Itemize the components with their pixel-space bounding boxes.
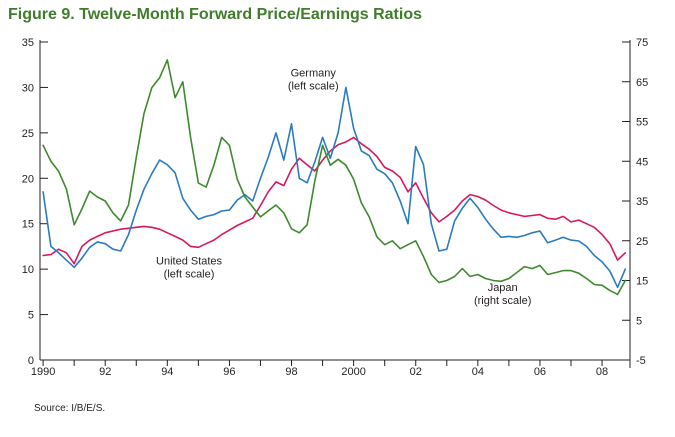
left-tick-label: 30 xyxy=(22,82,34,94)
x-tick-label: 94 xyxy=(161,366,173,378)
x-tick-label: 06 xyxy=(534,366,546,378)
left-tick-label: 15 xyxy=(22,219,34,231)
series-layer xyxy=(42,59,627,296)
right-tick-label: -5 xyxy=(636,355,646,367)
x-tick-label: 98 xyxy=(285,366,297,378)
axes: 0 5 10 15 20 25 30 35 -5 5 15 25 35 45 55 65 75 1990 92 94 9… xyxy=(22,37,649,378)
left-tick-label: 10 xyxy=(22,264,34,276)
right-tick-label: 35 xyxy=(636,196,648,208)
left-tick-label: 5 xyxy=(28,310,34,322)
x-tick-label: 2000 xyxy=(341,366,365,378)
right-tick-label: 55 xyxy=(636,117,648,129)
source-note: Source: I/B/E/S. xyxy=(34,403,106,414)
x-tick-label: 04 xyxy=(472,366,484,378)
right-tick-label: 15 xyxy=(636,276,648,288)
annotation-label: United States xyxy=(156,256,223,268)
right-tick-label: 65 xyxy=(636,77,648,89)
x-tick-label: 96 xyxy=(223,366,235,378)
right-tick-label: 25 xyxy=(636,236,648,248)
right-tick-label: 45 xyxy=(636,156,648,168)
left-tick-label: 0 xyxy=(28,355,34,367)
x-tick-label: 92 xyxy=(99,366,111,378)
series-line-japan xyxy=(42,59,627,296)
series-line-united-states xyxy=(42,136,627,265)
right-tick-label: 5 xyxy=(636,315,642,327)
annotation-label: (right scale) xyxy=(474,295,531,307)
left-tick-label: 20 xyxy=(22,173,34,185)
annotation-label: (left scale) xyxy=(164,269,215,281)
annotations: Germany(left scale)United States(left sc… xyxy=(156,68,531,307)
series-line-germany xyxy=(42,86,627,289)
right-tick-label: 75 xyxy=(636,37,648,49)
left-tick-label: 25 xyxy=(22,128,34,140)
x-tick-label: 08 xyxy=(596,366,608,378)
annotation-label: Germany xyxy=(291,68,337,80)
x-tick-label: 1990 xyxy=(31,366,55,378)
annotation-label: Japan xyxy=(488,282,518,294)
x-tick-label: 02 xyxy=(410,366,422,378)
left-tick-label: 35 xyxy=(22,37,34,49)
chart-title: Figure 9. Twelve-Month Forward Price/Ear… xyxy=(8,6,422,23)
annotation-label: (left scale) xyxy=(288,81,339,93)
